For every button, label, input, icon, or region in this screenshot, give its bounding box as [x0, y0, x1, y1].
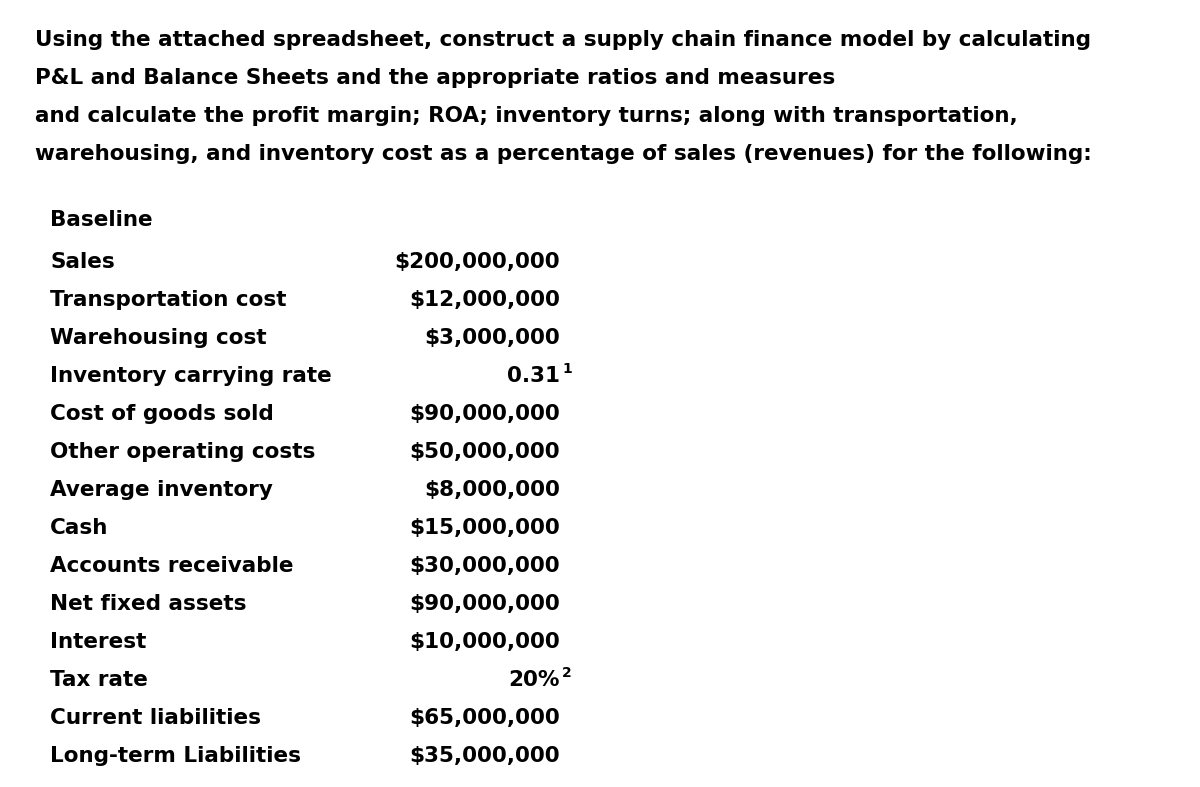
Text: $90,000,000: $90,000,000 — [409, 404, 560, 424]
Text: Long-term Liabilities: Long-term Liabilities — [50, 746, 301, 766]
Text: $8,000,000: $8,000,000 — [424, 480, 560, 500]
Text: $90,000,000: $90,000,000 — [409, 594, 560, 614]
Text: Net fixed assets: Net fixed assets — [50, 594, 246, 614]
Text: Accounts receivable: Accounts receivable — [50, 556, 294, 576]
Text: $35,000,000: $35,000,000 — [409, 746, 560, 766]
Text: $65,000,000: $65,000,000 — [409, 708, 560, 728]
Text: Other operating costs: Other operating costs — [50, 442, 316, 462]
Text: Inventory carrying rate: Inventory carrying rate — [50, 366, 331, 386]
Text: Cash: Cash — [50, 518, 108, 538]
Text: 0.31: 0.31 — [508, 366, 560, 386]
Text: $15,000,000: $15,000,000 — [409, 518, 560, 538]
Text: warehousing, and inventory cost as a percentage of sales (revenues) for the foll: warehousing, and inventory cost as a per… — [35, 144, 1092, 164]
Text: $10,000,000: $10,000,000 — [409, 632, 560, 652]
Text: 20%: 20% — [509, 670, 560, 690]
Text: $200,000,000: $200,000,000 — [395, 252, 560, 272]
Text: $50,000,000: $50,000,000 — [409, 442, 560, 462]
Text: and calculate the profit margin; ROA; inventory turns; along with transportation: and calculate the profit margin; ROA; in… — [35, 106, 1018, 126]
Text: 2: 2 — [562, 666, 571, 680]
Text: $30,000,000: $30,000,000 — [409, 556, 560, 576]
Text: Sales: Sales — [50, 252, 115, 272]
Text: $3,000,000: $3,000,000 — [425, 328, 560, 348]
Text: Interest: Interest — [50, 632, 146, 652]
Text: $12,000,000: $12,000,000 — [409, 290, 560, 310]
Text: 1: 1 — [562, 362, 571, 376]
Text: Transportation cost: Transportation cost — [50, 290, 287, 310]
Text: Using the attached spreadsheet, construct a supply chain finance model by calcul: Using the attached spreadsheet, construc… — [35, 30, 1091, 50]
Text: Current liabilities: Current liabilities — [50, 708, 262, 728]
Text: Cost of goods sold: Cost of goods sold — [50, 404, 274, 424]
Text: Tax rate: Tax rate — [50, 670, 148, 690]
Text: Baseline: Baseline — [50, 210, 152, 230]
Text: Warehousing cost: Warehousing cost — [50, 328, 266, 348]
Text: Average inventory: Average inventory — [50, 480, 272, 500]
Text: P&L and Balance Sheets and the appropriate ratios and measures: P&L and Balance Sheets and the appropria… — [35, 68, 835, 88]
